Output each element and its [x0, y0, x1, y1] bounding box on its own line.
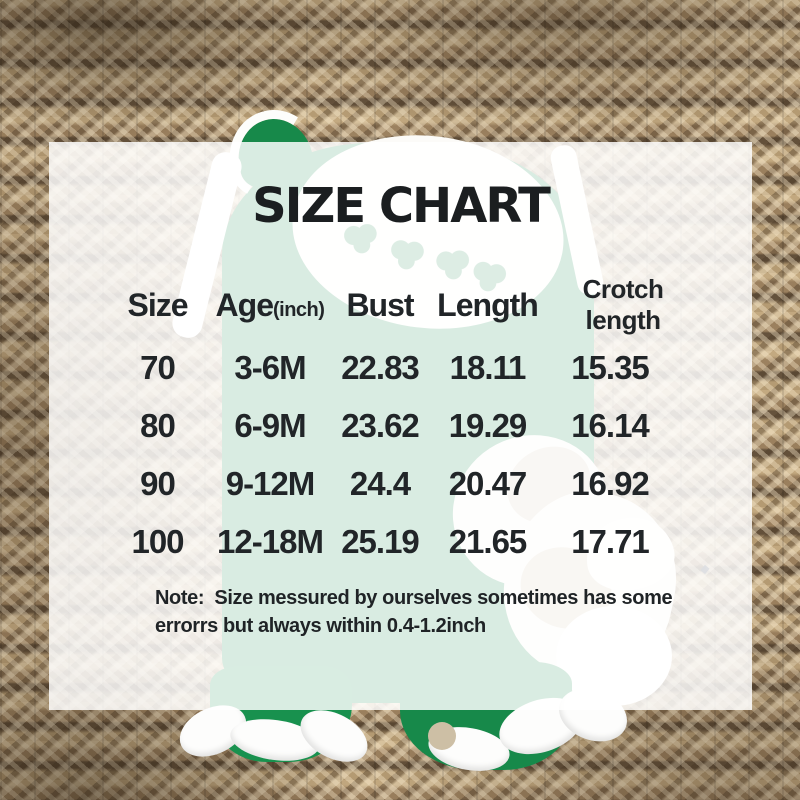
length-cell: 21.65: [448, 523, 528, 560]
col-header-bust: Bust: [346, 286, 414, 323]
crotch-cell: 17.71: [571, 523, 650, 560]
size-cell: 100: [131, 523, 184, 560]
crotch-cell: 16.92: [571, 465, 650, 502]
col-header-age-unit: (inch): [273, 298, 325, 321]
size-note-line2: errorrs but always within 0.4-1.2inch: [155, 615, 486, 637]
bust-cell: 24.4: [349, 465, 411, 502]
size-table: Size Age(inch) Bust Length Crotch length …: [100, 271, 680, 571]
length-cell: 20.47: [448, 465, 528, 502]
age-cell: 9-12M: [225, 465, 316, 502]
col-header-crotch-length: Crotch length: [582, 274, 664, 335]
size-cell: 70: [140, 349, 176, 386]
size-note: Note: Size messured by ourselves sometim…: [155, 584, 725, 640]
size-cell: 80: [140, 407, 176, 444]
size-cell: 90: [140, 465, 176, 502]
col-header-size: Size: [127, 286, 188, 323]
length-cell: 18.11: [449, 349, 527, 386]
crotch-cell: 16.14: [571, 407, 650, 444]
bust-cell: 22.83: [341, 349, 420, 386]
length-cell: 19.29: [448, 407, 528, 444]
size-chart-title: SIZE CHART: [252, 178, 551, 234]
age-cell: 12-18M: [217, 523, 324, 560]
col-header-age: Age(inch): [215, 286, 325, 323]
bust-cell: 25.19: [341, 523, 420, 560]
size-note-line1: Note: Size messured by ourselves sometim…: [155, 587, 673, 609]
crotch-cell: 15.35: [571, 349, 650, 386]
size-chart-overlay-panel: [49, 142, 752, 710]
bust-cell: 23.62: [341, 407, 420, 444]
age-cell: 6-9M: [234, 407, 306, 444]
col-header-length: Length: [437, 286, 539, 323]
age-cell: 3-6M: [234, 349, 306, 386]
snap-button: [428, 722, 456, 750]
